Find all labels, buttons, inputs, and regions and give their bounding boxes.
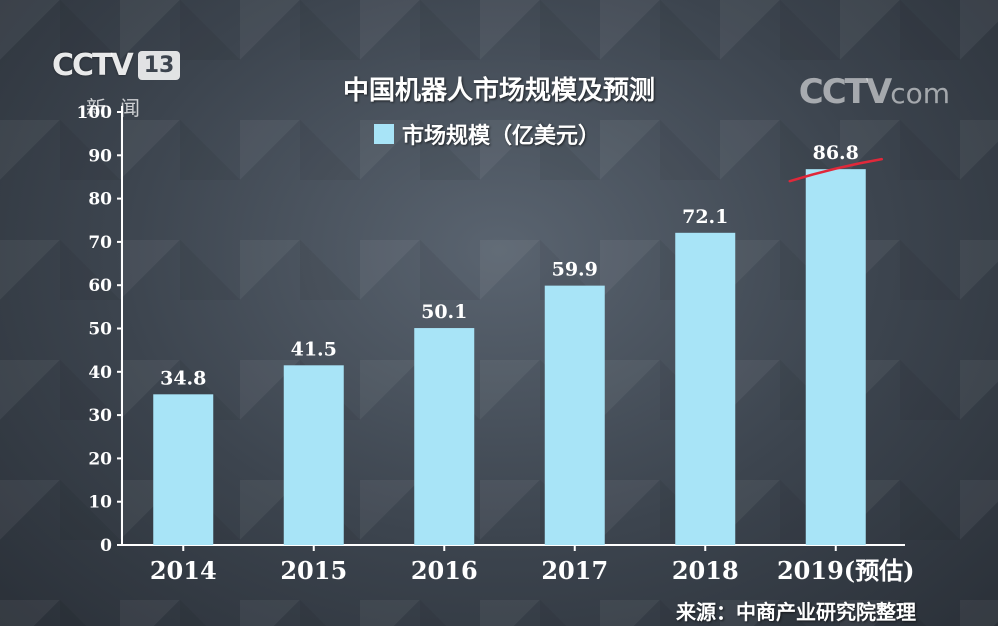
- y-tick-label: 100: [77, 103, 113, 123]
- bar: [805, 169, 866, 545]
- x-category-label: 2014: [150, 556, 217, 585]
- y-tick-label: 20: [88, 449, 112, 469]
- legend-swatch: [374, 124, 394, 144]
- legend-label: 市场规模（亿美元）: [402, 124, 601, 149]
- y-tick-label: 70: [88, 233, 112, 253]
- chart-legend: 市场规模（亿美元）: [374, 118, 600, 150]
- bar: [675, 232, 736, 545]
- watermark-suffix: com: [890, 77, 950, 110]
- y-tick-label: 80: [88, 190, 112, 210]
- x-category-label: 2015: [280, 556, 347, 585]
- chart-title: 中国机器人市场规模及预测: [342, 76, 655, 106]
- y-tick-label: 90: [88, 146, 112, 166]
- x-category-label: 2018: [672, 556, 739, 585]
- x-category-label: 2017: [541, 556, 608, 585]
- y-tick-label: 30: [88, 406, 112, 426]
- data-label: 86.8: [813, 142, 859, 164]
- channel-name: 新闻: [86, 96, 154, 120]
- x-category-label: 2019(预估): [777, 556, 915, 585]
- cctv-com-watermark: CCTVcom: [799, 72, 950, 112]
- annotation-underline: [788, 157, 883, 183]
- data-label: 41.5: [291, 338, 337, 360]
- data-label: 50.1: [421, 301, 467, 323]
- bar: [283, 365, 344, 545]
- y-tick-label: 10: [88, 493, 112, 513]
- y-tick-label: 60: [88, 276, 112, 296]
- y-tick-label: 0: [100, 536, 112, 556]
- source-note: 来源：中商产业研究院整理: [676, 600, 916, 624]
- cctv-logo-text: CCTV: [52, 48, 134, 83]
- x-category-label: 2016: [411, 556, 478, 585]
- bar: [153, 394, 214, 545]
- channel-number-badge: 13: [137, 51, 181, 80]
- bar: [544, 285, 605, 545]
- cctv13-logo: CCTV 13: [52, 48, 181, 83]
- data-label: 34.8: [160, 367, 206, 389]
- y-tick-label: 40: [88, 363, 112, 383]
- data-label: 59.9: [552, 259, 598, 281]
- watermark-text: CCTV: [798, 72, 892, 112]
- y-tick-label: 50: [88, 320, 112, 340]
- bar: [414, 328, 475, 545]
- data-label: 72.1: [682, 206, 728, 228]
